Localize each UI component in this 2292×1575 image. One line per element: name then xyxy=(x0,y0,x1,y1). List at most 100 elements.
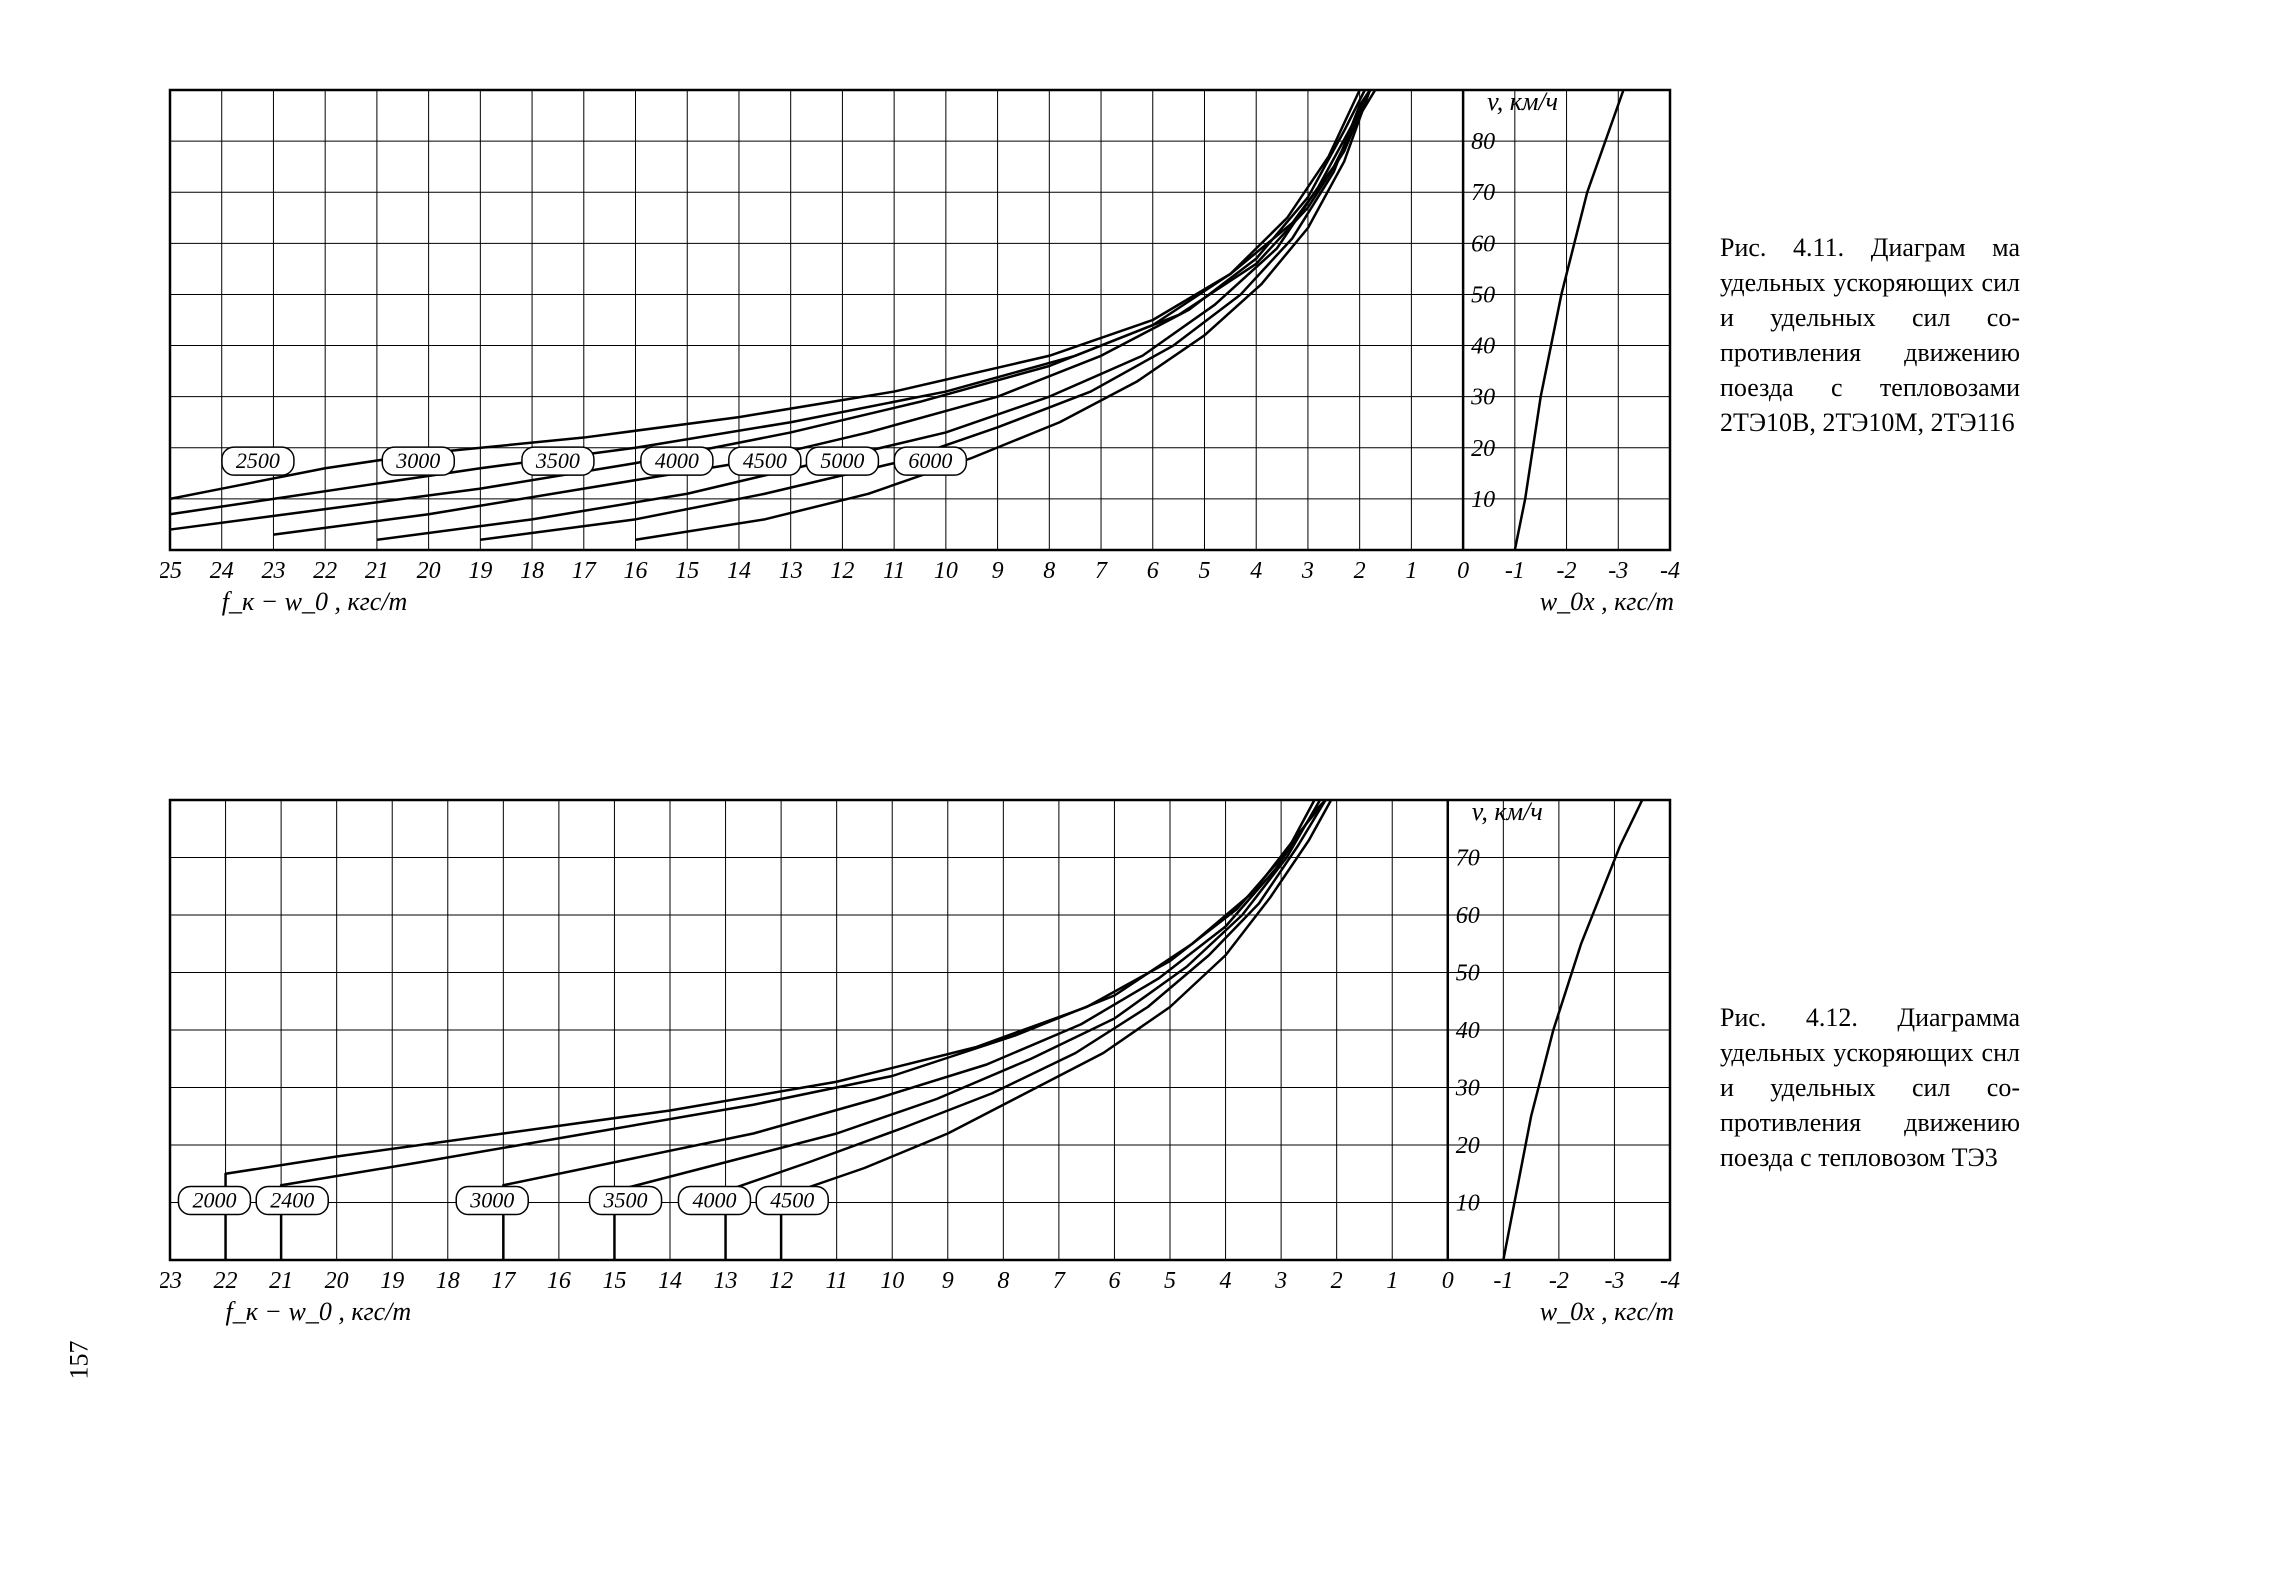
svg-text:10: 10 xyxy=(1456,1191,1480,1217)
svg-text:-3: -3 xyxy=(1608,558,1628,584)
chart-411-block: 2524232221201918171615141312111098765432… xyxy=(160,80,2020,640)
svg-text:17: 17 xyxy=(572,558,597,584)
page-number: 157 xyxy=(65,1341,95,1380)
svg-text:23: 23 xyxy=(261,558,285,584)
chart-412-caption: Рис. 4.12. Диаграм­ма удельных уско­ряющ… xyxy=(1680,1000,2020,1175)
svg-text:2: 2 xyxy=(1354,558,1366,584)
svg-text:60: 60 xyxy=(1456,903,1480,929)
svg-text:8: 8 xyxy=(1043,558,1055,584)
svg-text:14: 14 xyxy=(727,558,751,584)
svg-text:2: 2 xyxy=(1331,1268,1343,1294)
svg-text:4: 4 xyxy=(1220,1268,1232,1294)
svg-text:17: 17 xyxy=(491,1268,516,1294)
svg-text:20: 20 xyxy=(1471,436,1495,462)
svg-text:v, км/ч: v, км/ч xyxy=(1487,87,1558,116)
svg-text:60: 60 xyxy=(1471,231,1495,257)
chart-411-svg: 2524232221201918171615141312111098765432… xyxy=(160,80,1680,640)
svg-text:12: 12 xyxy=(769,1268,793,1294)
svg-text:14: 14 xyxy=(658,1268,682,1294)
svg-text:2000: 2000 xyxy=(192,1188,236,1213)
svg-text:5: 5 xyxy=(1198,558,1210,584)
svg-text:40: 40 xyxy=(1456,1018,1480,1044)
svg-text:16: 16 xyxy=(624,558,648,584)
svg-text:11: 11 xyxy=(826,1268,848,1294)
svg-text:50: 50 xyxy=(1456,961,1480,987)
svg-text:20: 20 xyxy=(325,1268,349,1294)
svg-text:9: 9 xyxy=(992,558,1004,584)
svg-text:22: 22 xyxy=(214,1268,238,1294)
svg-text:10: 10 xyxy=(1471,487,1495,513)
svg-text:2400: 2400 xyxy=(270,1188,314,1213)
chart-412-svg: 23222120191817161514131211109876543210-1… xyxy=(160,790,1680,1350)
svg-text:13: 13 xyxy=(714,1268,738,1294)
svg-text:23: 23 xyxy=(160,1268,182,1294)
svg-text:30: 30 xyxy=(1455,1076,1480,1102)
svg-text:f_к − w_0 , кгс/т: f_к − w_0 , кгс/т xyxy=(222,587,408,616)
svg-text:w_0x , кгс/т: w_0x , кгс/т xyxy=(1540,587,1674,616)
svg-text:-2: -2 xyxy=(1549,1268,1569,1294)
svg-text:8: 8 xyxy=(997,1268,1009,1294)
svg-text:6: 6 xyxy=(1108,1268,1120,1294)
fig-number-412: Рис. 4.12. xyxy=(1720,1003,1858,1032)
svg-text:30: 30 xyxy=(1470,385,1495,411)
svg-text:f_к − w_0 , кгс/т: f_к − w_0 , кгс/т xyxy=(226,1297,412,1326)
svg-text:3: 3 xyxy=(1301,558,1314,584)
svg-text:5: 5 xyxy=(1164,1268,1176,1294)
fig-text-411: Диаграм ма удельных уско­ряющих сил и уд… xyxy=(1720,233,2020,437)
svg-text:21: 21 xyxy=(365,558,389,584)
svg-text:19: 19 xyxy=(468,558,492,584)
svg-text:10: 10 xyxy=(880,1268,904,1294)
svg-text:0: 0 xyxy=(1457,558,1469,584)
svg-text:-3: -3 xyxy=(1604,1268,1624,1294)
fig-number-411: Рис. 4.11. xyxy=(1720,233,1844,262)
svg-text:13: 13 xyxy=(779,558,803,584)
svg-text:18: 18 xyxy=(436,1268,460,1294)
svg-text:1: 1 xyxy=(1386,1268,1398,1294)
svg-text:w_0x , кгс/т: w_0x , кгс/т xyxy=(1540,1297,1674,1326)
svg-text:70: 70 xyxy=(1456,846,1480,872)
svg-text:2500: 2500 xyxy=(236,448,280,473)
svg-text:3500: 3500 xyxy=(603,1188,648,1213)
svg-text:6: 6 xyxy=(1147,558,1159,584)
svg-text:1: 1 xyxy=(1405,558,1417,584)
svg-text:9: 9 xyxy=(942,1268,954,1294)
svg-text:3500: 3500 xyxy=(535,448,580,473)
svg-text:25: 25 xyxy=(160,558,182,584)
svg-text:20: 20 xyxy=(1456,1133,1480,1159)
svg-text:-1: -1 xyxy=(1505,558,1525,584)
svg-text:5000: 5000 xyxy=(820,448,864,473)
page: 2524232221201918171615141312111098765432… xyxy=(0,0,2292,1575)
svg-text:18: 18 xyxy=(520,558,544,584)
svg-text:v, км/ч: v, км/ч xyxy=(1472,797,1543,826)
chart-411-caption: Рис. 4.11. Диаграм ма удельных уско­ряющ… xyxy=(1680,230,2020,441)
svg-text:11: 11 xyxy=(883,558,905,584)
svg-text:3000: 3000 xyxy=(395,448,440,473)
svg-text:6000: 6000 xyxy=(908,448,952,473)
svg-text:4000: 4000 xyxy=(692,1188,736,1213)
svg-text:16: 16 xyxy=(547,1268,571,1294)
svg-text:12: 12 xyxy=(830,558,854,584)
svg-text:3: 3 xyxy=(1274,1268,1287,1294)
svg-text:80: 80 xyxy=(1471,129,1495,155)
svg-text:-4: -4 xyxy=(1660,558,1680,584)
svg-text:7: 7 xyxy=(1095,558,1108,584)
chart-412-block: 23222120191817161514131211109876543210-1… xyxy=(160,790,2020,1350)
svg-text:40: 40 xyxy=(1471,334,1495,360)
svg-text:-4: -4 xyxy=(1660,1268,1680,1294)
svg-text:4: 4 xyxy=(1250,558,1262,584)
svg-text:19: 19 xyxy=(380,1268,404,1294)
svg-text:-2: -2 xyxy=(1557,558,1577,584)
svg-text:15: 15 xyxy=(602,1268,626,1294)
svg-text:50: 50 xyxy=(1471,282,1495,308)
svg-text:4500: 4500 xyxy=(770,1188,814,1213)
svg-text:0: 0 xyxy=(1442,1268,1454,1294)
svg-text:4000: 4000 xyxy=(655,448,699,473)
svg-text:70: 70 xyxy=(1471,180,1495,206)
svg-text:15: 15 xyxy=(675,558,699,584)
svg-text:3000: 3000 xyxy=(469,1188,514,1213)
svg-text:20: 20 xyxy=(417,558,441,584)
svg-text:21: 21 xyxy=(269,1268,293,1294)
svg-text:7: 7 xyxy=(1053,1268,1066,1294)
svg-text:-1: -1 xyxy=(1493,1268,1513,1294)
svg-text:24: 24 xyxy=(210,558,234,584)
